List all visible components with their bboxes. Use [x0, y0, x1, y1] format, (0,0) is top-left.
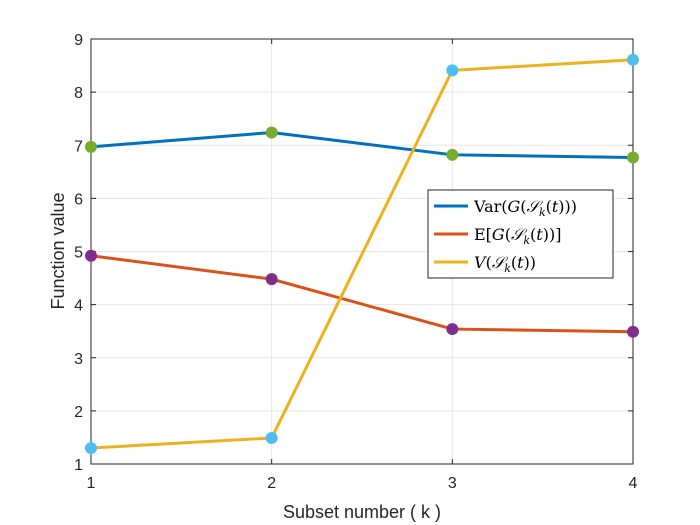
- legend: Var(G(𝒮k(t))) E[G(𝒮k(t))] V(𝒮k(t)): [427, 189, 614, 279]
- y-tick-label: 7: [74, 138, 83, 155]
- y-tick-label: 8: [74, 85, 83, 102]
- data-point-series-2: [85, 249, 97, 262]
- legend-entry-e: E[G(𝒮k(t))]: [474, 225, 561, 247]
- data-point-series-2: [265, 273, 278, 286]
- y-tick-label: 5: [74, 245, 83, 262]
- data-point-series-1: [85, 140, 97, 153]
- y-tick-label: 9: [74, 32, 83, 49]
- series-line-3: [90, 58, 634, 450]
- series-markers: [85, 53, 639, 455]
- y-tick-label: 2: [74, 404, 83, 421]
- series-line-1: [90, 131, 634, 159]
- data-point-series-1: [265, 126, 278, 139]
- data-point-series-1: [627, 151, 639, 164]
- data-point-series-3: [627, 53, 639, 66]
- data-point-series-2: [627, 325, 639, 338]
- y-axis-label: Function value: [48, 192, 68, 309]
- data-point-series-3: [265, 431, 278, 444]
- data-point-series-3: [85, 442, 97, 455]
- data-point-series-1: [446, 148, 459, 161]
- y-tick-label: 1: [74, 457, 83, 474]
- x-axis-label: Subset number ( k ): [283, 502, 441, 522]
- data-point-series-2: [446, 323, 459, 336]
- y-tick-label: 4: [74, 298, 83, 315]
- axis-ticks: 1 2 3 4 1 2 3 4 5 6 7 8 9: [74, 32, 637, 492]
- y-tick-label: 3: [74, 351, 83, 368]
- data-point-series-3: [446, 64, 459, 77]
- series-line-2: [90, 254, 634, 334]
- series-lines: [90, 58, 634, 450]
- x-tick-label: 1: [87, 475, 96, 492]
- x-tick-label: 3: [448, 475, 457, 492]
- legend-entry-var: Var(G(𝒮k(t))): [473, 197, 577, 219]
- x-tick-label: 4: [629, 475, 638, 492]
- x-tick-label: 2: [267, 475, 276, 492]
- y-tick-label: 6: [74, 191, 83, 208]
